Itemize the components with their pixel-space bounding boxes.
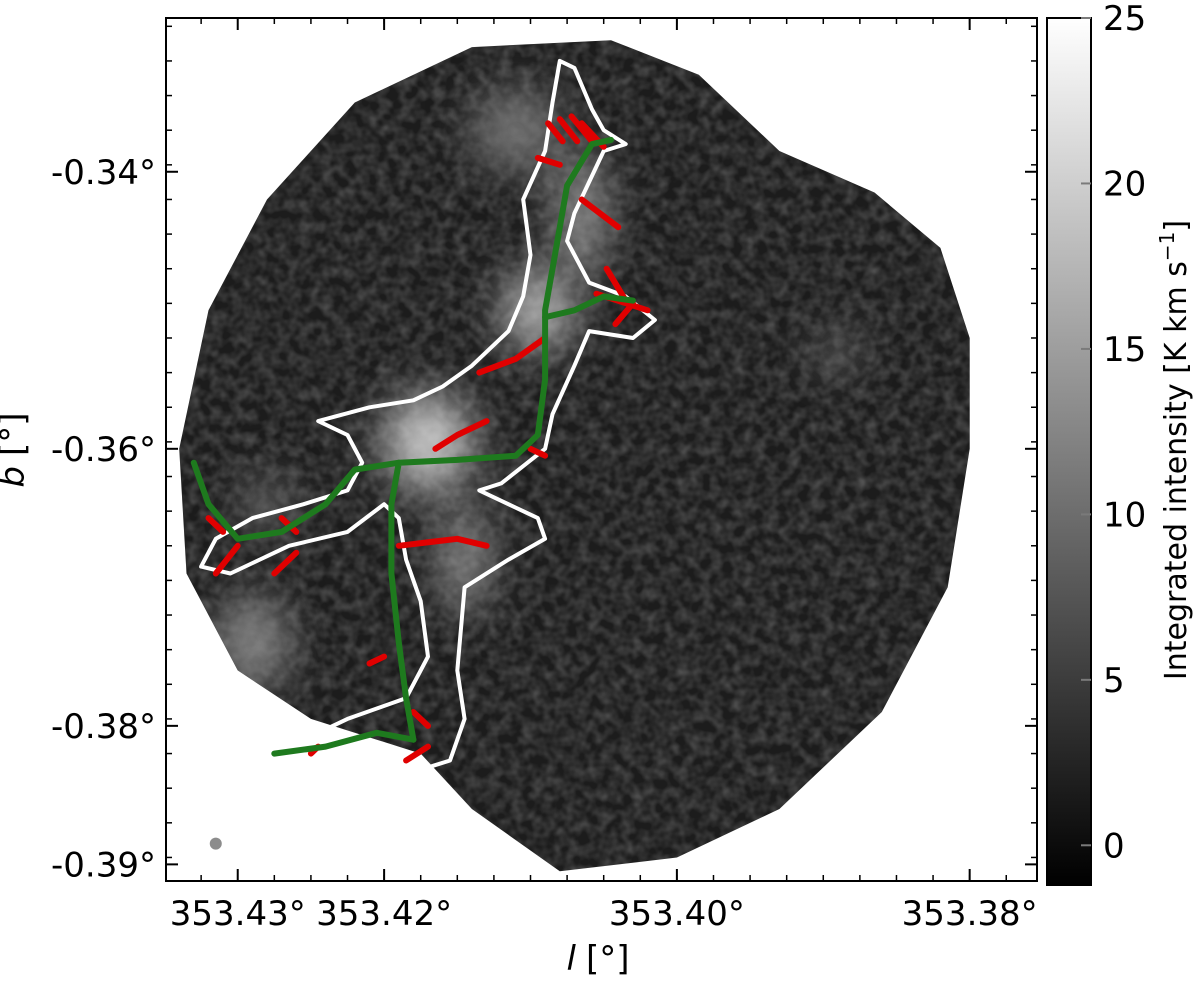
filament-spine — [190, 459, 402, 542]
filament-branch — [366, 653, 388, 667]
emission-blob — [442, 504, 487, 616]
colorbar-title: Integrated intensity [K km s−1] — [1155, 220, 1194, 680]
filament-branch — [527, 445, 549, 459]
y-tick-label: -0.36° — [51, 430, 156, 470]
y-tick-label: -0.38° — [51, 707, 156, 747]
filament-branch — [432, 418, 490, 452]
colorbar-tick-label: 25 — [1103, 0, 1146, 39]
x-axis-title: l [°] — [567, 939, 630, 979]
x-axis: 353.43° 353.42° 353.40° 353.38° — [170, 18, 1038, 934]
filament-spine — [388, 136, 614, 743]
colorbar-tick-label: 20 — [1103, 164, 1146, 204]
emission-blob — [384, 393, 472, 491]
x-tick-label: 353.43° — [170, 894, 306, 934]
filament-branch — [410, 709, 431, 729]
filament-spine — [271, 729, 417, 757]
filament-branch — [603, 265, 629, 304]
colorbar-tick-label: 10 — [1103, 495, 1146, 535]
emission-blob — [471, 88, 560, 172]
filament-branch — [271, 549, 300, 577]
colorbar-gradient — [1046, 17, 1092, 886]
y-axis-title: b[°] — [0, 412, 33, 487]
bright-emission — [215, 88, 860, 692]
y-tick-label: -0.34° — [51, 153, 156, 193]
intensity-contour — [199, 58, 657, 770]
colorbar-tick-label: 5 — [1103, 661, 1125, 701]
colorbar-ticks: 25 20 15 10 5 0 — [1081, 0, 1146, 866]
filament-branch — [212, 542, 241, 577]
colorbar-tick-label: 0 — [1103, 826, 1125, 866]
y-axis: -0.34° -0.36° -0.38° -0.39° — [51, 25, 1037, 885]
colorbar-tick-label: 15 — [1103, 330, 1146, 370]
x-tick-label: 353.42° — [316, 894, 452, 934]
x-tick-label: 353.40° — [609, 894, 745, 934]
filament-branch — [476, 335, 549, 376]
filament-branch — [578, 196, 622, 231]
plot-area — [166, 18, 1037, 881]
filament-spine — [542, 293, 636, 321]
filament-branch — [395, 535, 490, 549]
y-tick-label: -0.39° — [51, 845, 156, 885]
filament-branch — [545, 120, 566, 145]
filament-branch — [568, 113, 595, 145]
beam-marker — [209, 837, 222, 850]
filament-branch — [534, 154, 563, 168]
colorbar: 25 20 15 10 5 0 Integrated intensity [K km s−… — [1046, 0, 1194, 886]
emission-blob — [502, 268, 573, 352]
filament-branch — [205, 515, 227, 535]
x-tick-label: 353.38° — [902, 894, 1038, 934]
filament-spines — [190, 136, 636, 757]
emission-blob — [815, 331, 860, 373]
filament-branch — [556, 116, 581, 145]
filament-branch — [403, 743, 431, 764]
